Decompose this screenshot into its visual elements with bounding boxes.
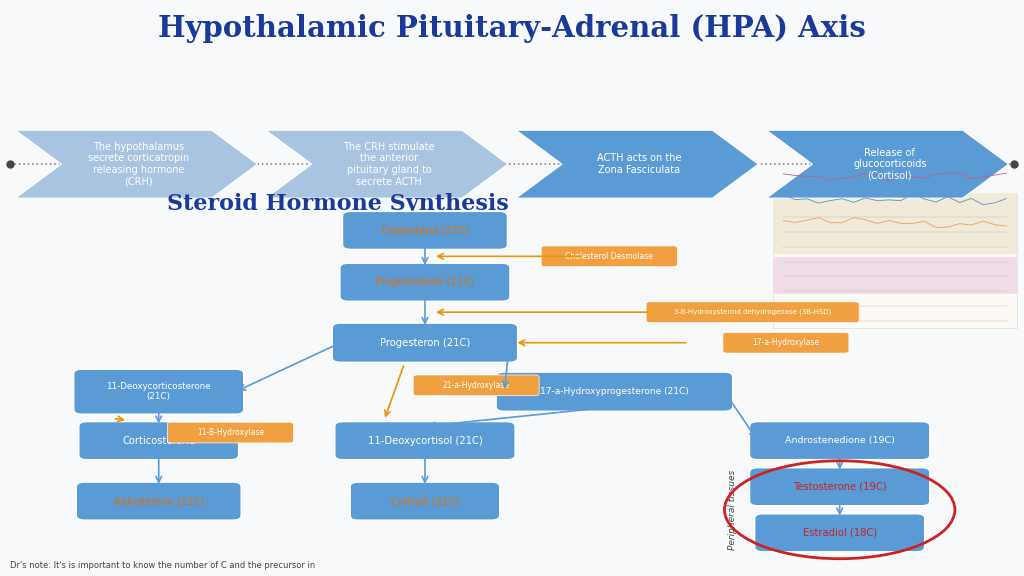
- Text: 3-B-Hydroxysteroid dehydrogenase (3B-HSD): 3-B-Hydroxysteroid dehydrogenase (3B-HSD…: [674, 309, 831, 316]
- Text: Dr's note: It's is important to know the number of C and the precursor in: Dr's note: It's is important to know the…: [10, 561, 315, 570]
- FancyBboxPatch shape: [335, 422, 515, 460]
- Text: Cortisol (21C): Cortisol (21C): [391, 496, 459, 506]
- Text: 17-a-Hydroxyprogesterone (21C): 17-a-Hydroxyprogesterone (21C): [540, 387, 689, 396]
- FancyBboxPatch shape: [350, 482, 500, 520]
- Text: ACTH acts on the
Zona Fasciculata: ACTH acts on the Zona Fasciculata: [597, 153, 682, 175]
- Text: Androstenedione (19C): Androstenedione (19C): [784, 436, 895, 445]
- Text: Testosterone (19C): Testosterone (19C): [793, 482, 887, 492]
- Text: Hypothalamic Pituitary-Adrenal (HPA) Axis: Hypothalamic Pituitary-Adrenal (HPA) Axi…: [158, 14, 866, 43]
- FancyBboxPatch shape: [773, 193, 1017, 254]
- Text: 11-B-Hydroxylase: 11-B-Hydroxylase: [197, 428, 264, 437]
- FancyBboxPatch shape: [750, 468, 930, 506]
- FancyBboxPatch shape: [723, 332, 849, 353]
- Polygon shape: [516, 130, 758, 198]
- Text: Progesteron (21C): Progesteron (21C): [380, 338, 470, 348]
- Text: Corticosterone: Corticosterone: [122, 435, 196, 446]
- Text: Steroid Hormone Synthesis: Steroid Hormone Synthesis: [167, 193, 509, 215]
- Text: Cholesterol (27C): Cholesterol (27C): [382, 225, 468, 236]
- FancyBboxPatch shape: [646, 302, 859, 323]
- Text: 11-Deoxycortisol (21C): 11-Deoxycortisol (21C): [368, 435, 482, 446]
- FancyBboxPatch shape: [773, 193, 1017, 328]
- Polygon shape: [266, 130, 508, 198]
- Polygon shape: [15, 130, 258, 198]
- Polygon shape: [766, 130, 1009, 198]
- Text: 17-a-Hydroxylase: 17-a-Hydroxylase: [753, 338, 819, 347]
- FancyBboxPatch shape: [750, 422, 930, 460]
- Text: Release of
glucocorticoids
(Cortisol): Release of glucocorticoids (Cortisol): [853, 147, 927, 181]
- FancyBboxPatch shape: [340, 263, 510, 301]
- Text: Peripheral tissues: Peripheral tissues: [728, 469, 736, 550]
- FancyBboxPatch shape: [167, 422, 293, 443]
- FancyBboxPatch shape: [496, 372, 733, 411]
- FancyBboxPatch shape: [541, 246, 678, 267]
- Text: Cholesterol Desmolase: Cholesterol Desmolase: [565, 252, 653, 261]
- FancyBboxPatch shape: [77, 482, 242, 520]
- Text: Aldosterone (21C): Aldosterone (21C): [114, 496, 204, 506]
- FancyBboxPatch shape: [773, 256, 1017, 294]
- Text: 21-a-Hydroxylase: 21-a-Hydroxylase: [442, 381, 510, 390]
- Text: 11-Deoxycorticosterone
(21C): 11-Deoxycorticosterone (21C): [106, 382, 211, 401]
- FancyBboxPatch shape: [342, 211, 507, 249]
- FancyBboxPatch shape: [332, 323, 517, 362]
- FancyBboxPatch shape: [413, 375, 539, 396]
- FancyBboxPatch shape: [79, 422, 239, 460]
- Text: The CRH stimulate
the anterior
pituitary gland to
secrete ACTH: The CRH stimulate the anterior pituitary…: [343, 142, 435, 187]
- Text: Pregnenolone (21C): Pregnenolone (21C): [376, 277, 474, 287]
- Text: The hypothalamus
secrete corticatropin
releasing hormone
(CRH): The hypothalamus secrete corticatropin r…: [88, 142, 189, 187]
- FancyBboxPatch shape: [755, 514, 925, 552]
- FancyBboxPatch shape: [74, 369, 244, 414]
- Text: Estradiol (18C): Estradiol (18C): [803, 528, 877, 538]
